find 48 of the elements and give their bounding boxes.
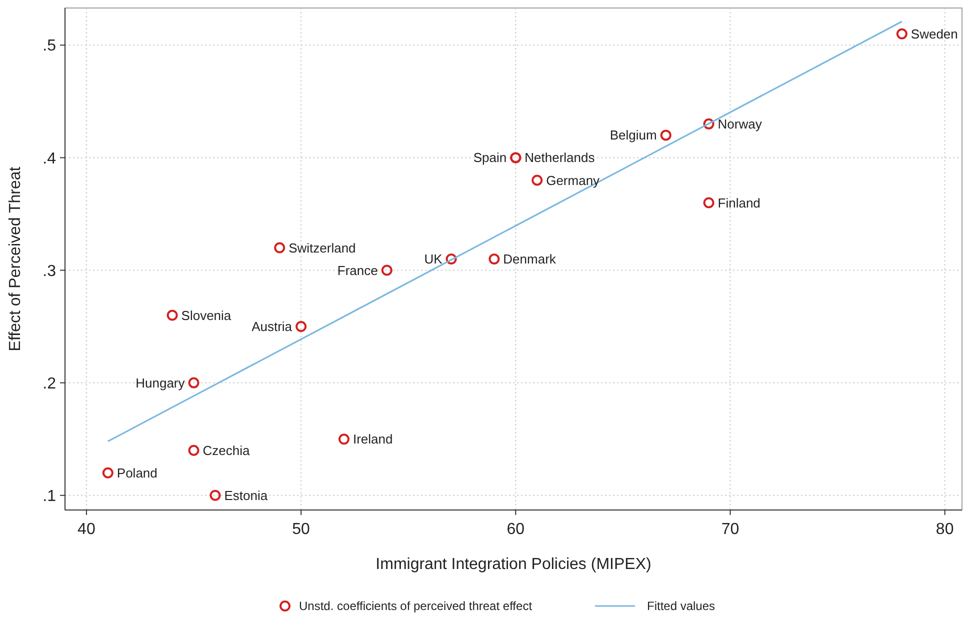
point — [896, 28, 908, 40]
annotation: Estonia — [224, 488, 268, 503]
y-tick-label: .4 — [42, 150, 56, 168]
x-tick-label: 60 — [506, 521, 525, 538]
point — [532, 174, 543, 186]
y-tick-label: .1 — [42, 488, 56, 505]
x-axis-title: Immigrant Integration Policies (MIPEX) — [376, 556, 652, 573]
annotation: Poland — [116, 465, 158, 480]
point — [381, 264, 392, 276]
point — [703, 197, 714, 208]
point — [660, 130, 672, 141]
annotation: Slovenia — [181, 308, 232, 323]
annotation: Ireland — [352, 432, 393, 447]
point — [166, 310, 178, 321]
annotation: France — [337, 262, 378, 278]
point — [102, 467, 114, 478]
point — [338, 434, 350, 445]
x-tick-label: 50 — [292, 521, 310, 538]
y-tick-label: .3 — [42, 262, 56, 280]
annotation: Hungary — [136, 375, 186, 390]
annotation: Austria — [252, 319, 293, 334]
point — [703, 118, 714, 130]
annotation: Switzerland — [288, 240, 356, 256]
annotation: Czechia — [202, 442, 250, 458]
x-tick-label: 70 — [721, 521, 740, 538]
point — [296, 321, 307, 332]
annotation: Denmark — [503, 252, 556, 267]
annotation: Belgium — [610, 128, 657, 143]
x-tick-label: 40 — [78, 521, 96, 538]
point — [446, 254, 457, 264]
annotation: Germany — [546, 172, 600, 188]
annotation: UK — [424, 252, 443, 267]
annotation: Sweden — [910, 26, 958, 42]
legend-label: Fitted values — [647, 599, 716, 613]
y-tick-label: .2 — [42, 375, 56, 392]
point — [488, 254, 500, 264]
point — [274, 242, 286, 254]
point — [210, 490, 221, 501]
annotation: Norway — [718, 116, 762, 132]
annotation: Spain — [473, 150, 507, 166]
point — [188, 377, 200, 388]
y-axis-title: Effect of Perceived Threat — [7, 166, 24, 352]
point — [188, 444, 200, 456]
annotation: Finland — [718, 195, 760, 210]
annotation: Netherlands — [524, 150, 596, 166]
y-tick-label: .5 — [42, 38, 56, 55]
x-tick-label: 80 — [936, 521, 954, 538]
legend-label: Unstd. coefficients of perceived threat effect — [299, 599, 533, 613]
